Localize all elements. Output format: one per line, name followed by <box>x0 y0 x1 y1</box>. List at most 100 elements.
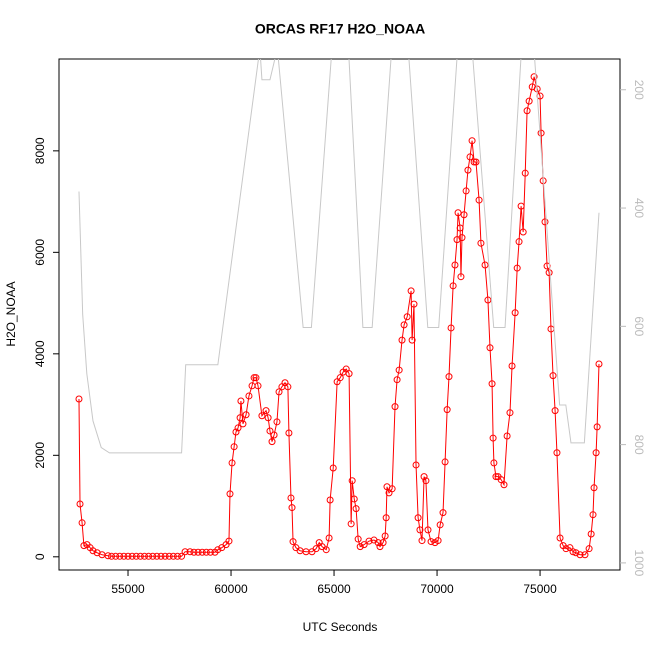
point <box>228 459 236 467</box>
point <box>490 459 498 467</box>
point <box>354 535 362 543</box>
point <box>468 137 476 145</box>
point <box>523 107 531 115</box>
point <box>230 443 238 451</box>
point <box>325 534 333 542</box>
point <box>500 481 508 489</box>
point <box>470 158 478 166</box>
x-tick-label: 70000 <box>420 582 454 596</box>
point <box>345 370 353 378</box>
point <box>120 552 128 560</box>
point <box>462 187 470 195</box>
point <box>420 473 428 481</box>
point <box>457 273 465 281</box>
point <box>284 383 292 391</box>
point <box>466 153 474 161</box>
point <box>562 545 570 553</box>
point <box>178 552 186 560</box>
point <box>436 521 444 529</box>
point <box>408 336 416 344</box>
point <box>234 424 242 432</box>
point <box>525 97 533 105</box>
point <box>503 432 511 440</box>
y-tick-label: 0 <box>33 553 47 560</box>
point <box>587 530 595 538</box>
point <box>124 552 132 560</box>
point <box>287 494 295 502</box>
point <box>329 464 337 472</box>
point <box>153 552 161 560</box>
point <box>388 485 396 493</box>
point <box>454 209 462 217</box>
point <box>226 490 234 498</box>
point <box>456 224 464 232</box>
point <box>268 438 276 446</box>
point <box>414 514 422 522</box>
point <box>391 403 399 411</box>
y-tick-label: 4000 <box>33 340 47 367</box>
point <box>489 434 497 442</box>
point <box>186 548 194 556</box>
point <box>443 406 451 414</box>
point <box>481 261 489 269</box>
point <box>239 420 247 428</box>
point <box>381 532 389 540</box>
point <box>273 418 281 426</box>
point <box>422 477 430 485</box>
point <box>441 458 449 466</box>
point <box>595 360 603 368</box>
point <box>245 392 253 400</box>
y2-tick-label: 800 <box>632 435 646 455</box>
point <box>289 538 297 546</box>
point <box>551 407 559 415</box>
point <box>519 228 527 236</box>
point <box>112 552 120 560</box>
point <box>581 551 589 559</box>
point <box>104 552 112 560</box>
point <box>458 234 466 242</box>
y2-tick-label: 200 <box>632 80 646 100</box>
point <box>236 414 244 422</box>
point <box>472 158 480 166</box>
x-tick-label: 60000 <box>214 582 248 596</box>
point <box>336 374 344 382</box>
point <box>486 344 494 352</box>
x-tick-label: 55000 <box>111 582 145 596</box>
point <box>541 218 549 226</box>
point <box>589 511 597 519</box>
point <box>447 324 455 332</box>
point <box>89 547 97 555</box>
point <box>202 548 210 556</box>
point <box>266 427 274 435</box>
point <box>108 552 116 560</box>
point <box>497 476 505 484</box>
point <box>508 362 516 370</box>
point <box>264 414 272 422</box>
point <box>270 431 278 439</box>
point <box>592 449 600 457</box>
point <box>206 548 214 556</box>
point <box>515 238 523 246</box>
point <box>173 552 181 560</box>
point <box>75 395 83 403</box>
point <box>590 484 598 492</box>
point <box>145 552 153 560</box>
point <box>350 495 358 503</box>
point <box>460 211 468 219</box>
point <box>506 409 514 417</box>
point <box>132 552 140 560</box>
y2-tick-label: 1000 <box>632 550 646 577</box>
point <box>348 477 356 485</box>
x-tick-label: 65000 <box>317 582 351 596</box>
point <box>288 504 296 512</box>
point <box>449 282 457 290</box>
point <box>492 473 500 481</box>
point <box>475 196 483 204</box>
point <box>194 548 202 556</box>
point <box>398 336 406 344</box>
point <box>169 552 177 560</box>
point <box>416 526 424 534</box>
point <box>140 552 148 560</box>
point <box>382 514 390 522</box>
